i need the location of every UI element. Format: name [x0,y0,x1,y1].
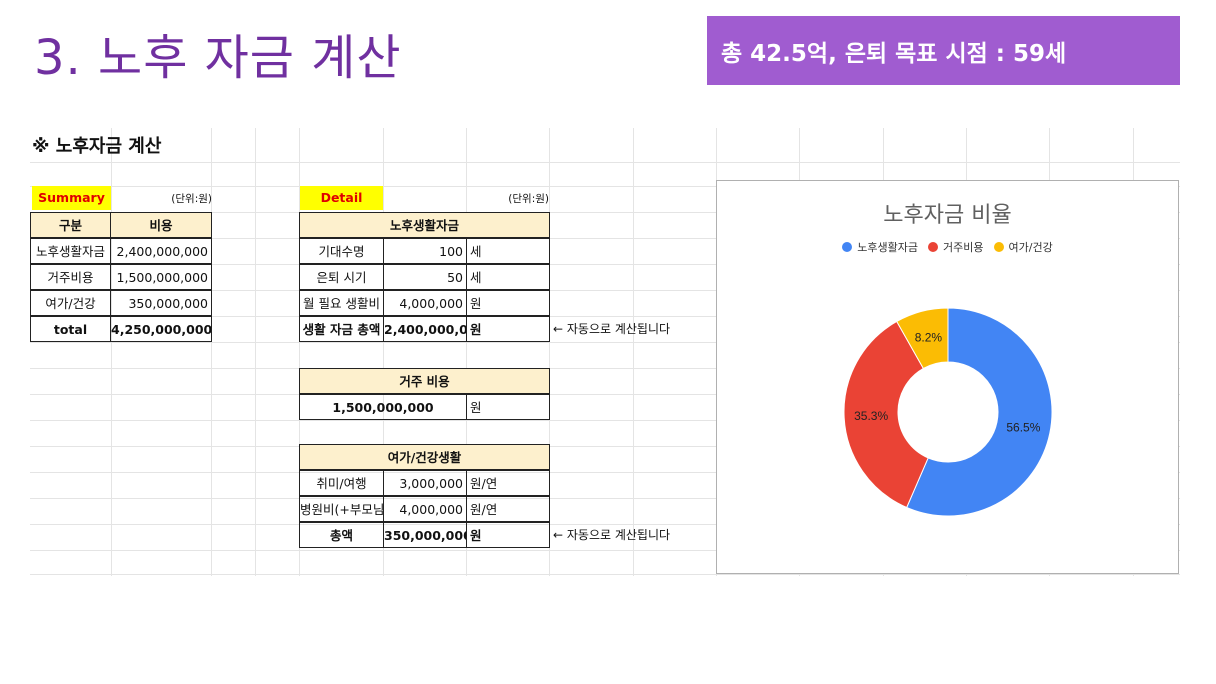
summary-header-cost: 비용 [110,212,212,238]
living-total-value: 2,400,000,000 [383,316,467,342]
summary-row-value: 1,500,000,000 [110,264,212,290]
gridline [466,128,467,576]
housing-value: 1,500,000,000 [299,394,467,420]
gridline [30,342,1180,343]
leisure-row-value: 3,000,000 [383,470,467,496]
housing-header: 거주 비용 [299,368,550,394]
chart-title: 노후자금 비율 [883,203,1012,228]
legend-dot [928,242,939,252]
gridline [30,524,1180,525]
leisure-total-unit: 원 [466,522,550,548]
detail-row-unit: 세 [466,238,550,264]
detail-row-label: 기대수명 [299,238,384,264]
summary-banner: 총 42.5억, 은퇴 목표 시점 : 59세 [707,16,1180,85]
slide-title: 3. 노후 자금 계산 [34,30,402,86]
legend-label: 거주비용 [943,241,984,254]
detail-row-unit: 세 [466,264,550,290]
gridline [111,128,112,576]
living-total-unit: 원 [466,316,550,342]
donut-slice[interactable] [843,320,929,509]
summary-row-label: 거주비용 [30,264,111,290]
legend-label: 여가/건강 [1008,241,1053,254]
gridline [383,128,384,576]
gridline [30,316,1180,317]
gridline [30,162,1180,163]
detail-row-value: 100 [383,238,467,264]
housing-unit: 원 [466,394,550,420]
summary-row-label: 여가/건강 [30,290,111,316]
gridline [30,420,1180,421]
donut-slice[interactable] [906,307,1053,517]
leisure-row-label: 병원비(+부모님 [299,496,384,522]
summary-total-label: total [30,316,111,342]
gridline [30,368,1180,369]
gridline [30,238,1180,239]
gridline [30,394,1180,395]
section-title: ※ 노후자금 계산 [32,136,162,157]
gridline [30,446,1180,447]
donut-slice[interactable] [896,307,949,370]
gridline [633,128,634,576]
summary-header-category: 구분 [30,212,111,238]
summary-row-label: 노후생활자금 [30,238,111,264]
detail-row-unit: 원 [466,290,550,316]
detail-row-label: 은퇴 시기 [299,264,384,290]
retirement-fund-chart[interactable]: 노후자금 비율 노후생활자금 거주비용 여가/건강 56.5% 35.3% 8.2% [716,180,1179,574]
gridline [30,472,1180,473]
gridline [211,128,212,576]
legend-label: 노후생활자금 [857,241,919,254]
living-total-label: 생활 자금 총액 [299,316,384,342]
detail-unit-note: (단위:원) [508,193,549,205]
gridline [30,186,1180,187]
auto-calc-note: ← 자동으로 계산됩니다 [553,528,671,542]
gridline [299,128,300,576]
gridline [30,574,1180,575]
gridline [30,290,1180,291]
summary-row-value: 2,400,000,000 [110,238,212,264]
gridline [549,128,550,576]
living-expenses-header: 노후생활자금 [299,212,550,238]
detail-row-label: 월 필요 생활비 [299,290,384,316]
gridline [30,212,1180,213]
donut-chart: 56.5% 35.3% 8.2% [843,307,1053,517]
leisure-row-value: 4,000,000 [383,496,467,522]
slice-label: 35.3% [854,409,888,423]
summary-unit-note: (단위:원) [171,193,212,205]
leisure-row-unit: 원/연 [466,470,550,496]
legend-dot [993,242,1004,252]
leisure-total-value: 350,000,000 [383,522,467,548]
leisure-row-label: 취미/여행 [299,470,384,496]
leisure-health-header: 여가/건강생활 [299,444,550,470]
detail-row-value: 50 [383,264,467,290]
gridline [30,264,1180,265]
legend-dot [842,242,853,252]
summary-total-value: 4,250,000,000 [110,316,212,342]
gridline [30,498,1180,499]
leisure-total-label: 총액 [299,522,384,548]
chart-legend: 노후생활자금 거주비용 여가/건강 [717,239,1178,255]
gridline [30,550,1180,551]
slice-label: 56.5% [1006,421,1040,435]
detail-tag: Detail [300,186,383,210]
legend-item: 노후생활자금 [842,239,918,255]
summary-row-value: 350,000,000 [110,290,212,316]
gridline [255,128,256,576]
legend-item: 여가/건강 [993,239,1053,255]
slice-label: 8.2% [915,331,943,345]
leisure-row-unit: 원/연 [466,496,550,522]
auto-calc-note: ← 자동으로 계산됩니다 [553,322,671,336]
summary-tag: Summary [32,186,111,210]
spreadsheet-area: ※ 노후자금 계산 Summary (단위:원) 구분 비용 노후생활자금 2,… [30,128,1180,576]
banner-text: 총 42.5억, 은퇴 목표 시점 : 59세 [721,40,1067,67]
legend-item: 거주비용 [928,239,984,255]
detail-row-value: 4,000,000 [383,290,467,316]
